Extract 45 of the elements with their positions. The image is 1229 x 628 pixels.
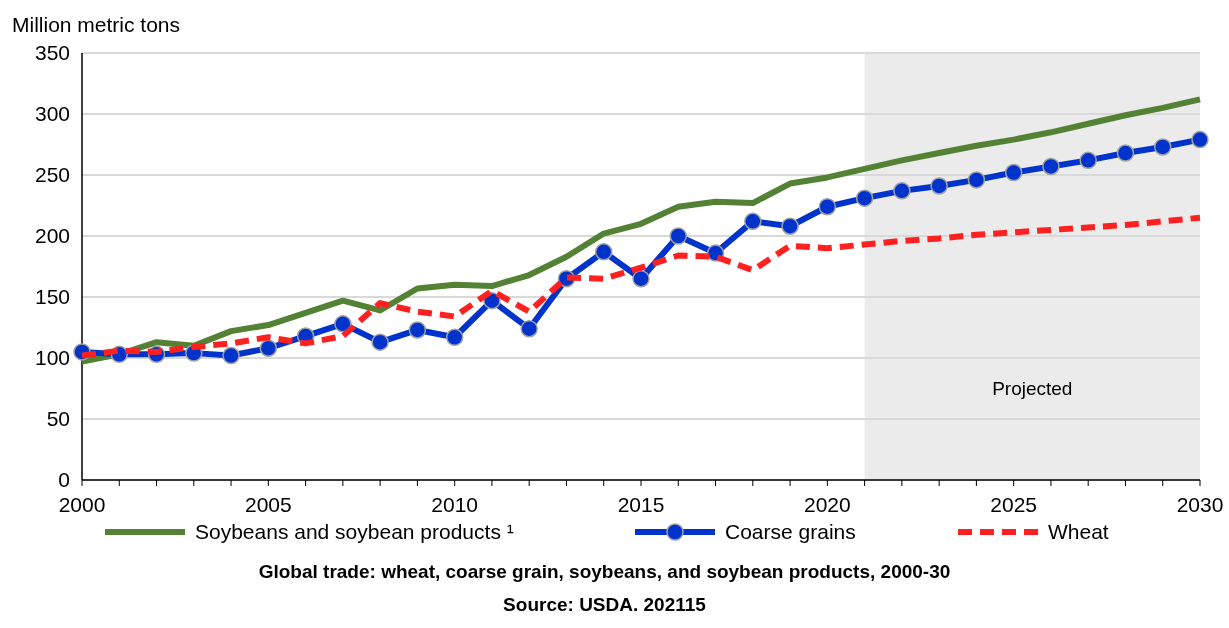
- text: Global trade: wheat, coarse grain, soybeans, and soybean products, 2000-30: [258, 561, 951, 582]
- y-tick-label: 0: [58, 468, 70, 492]
- point: [408, 321, 427, 339]
- point: [1004, 163, 1023, 182]
- y-tick-label: 350: [34, 41, 70, 65]
- y-tick-label: 200: [34, 224, 70, 248]
- point: [818, 197, 837, 216]
- point: [1079, 151, 1097, 170]
- point: [1153, 138, 1172, 156]
- x-tick-label: 2010: [431, 493, 479, 516]
- point: [259, 339, 278, 357]
- source-note: Source: USDA. 202115: [503, 594, 707, 615]
- point: [371, 333, 389, 351]
- point: [1191, 130, 1209, 149]
- point: [222, 346, 240, 365]
- point: [594, 243, 613, 261]
- x-tick-label: 2030: [1176, 493, 1224, 516]
- y-axis-title: Million metric tons: [12, 13, 181, 36]
- point: [632, 269, 650, 288]
- point: [1042, 157, 1060, 176]
- point: [520, 319, 538, 338]
- band-label: Projected: [992, 377, 1073, 399]
- legend-label: Soybeans and soybean products ¹: [195, 520, 514, 544]
- x-tick-label: 2020: [803, 493, 851, 516]
- point: [669, 227, 688, 245]
- y-tick-label: 100: [34, 346, 70, 370]
- point: [744, 212, 762, 231]
- legend-label: Coarse grains: [725, 520, 856, 544]
- point: [1116, 144, 1135, 162]
- y-tick-label: 300: [34, 102, 70, 126]
- point: [893, 182, 911, 200]
- y-tick-label: 250: [34, 163, 70, 187]
- point: [334, 315, 352, 333]
- point: [781, 217, 799, 235]
- x-tick-label: 2005: [244, 493, 292, 516]
- x-tick-label: 2015: [617, 493, 665, 516]
- point: [445, 328, 464, 347]
- point: [855, 189, 874, 207]
- point: [967, 171, 986, 189]
- x-tick-label: 2000: [58, 493, 106, 516]
- y-tick-label: 150: [34, 285, 70, 309]
- point: [930, 177, 948, 195]
- x-tick-label: 2025: [990, 493, 1038, 516]
- legend-label: Wheat: [1048, 520, 1109, 544]
- y-tick-label: 50: [46, 407, 70, 431]
